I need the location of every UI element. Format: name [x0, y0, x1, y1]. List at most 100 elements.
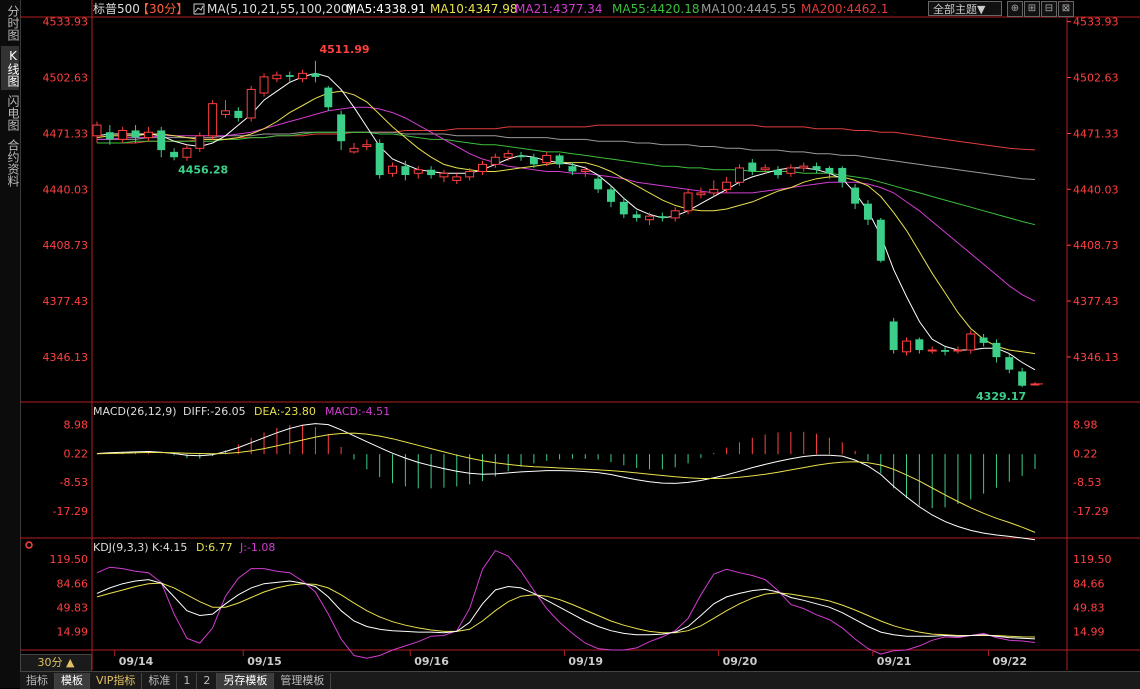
candle-body: [182, 147, 192, 158]
period-label: 【30分】: [137, 2, 188, 16]
candle: [915, 337, 924, 354]
ma-value-ma10: MA10:4347.98: [430, 2, 518, 16]
tab-flash[interactable]: 闪电图: [6, 95, 20, 131]
candle: [902, 337, 911, 356]
candlestick-series: [92, 60, 1040, 388]
annotation-label: 4329.17: [976, 390, 1026, 403]
bottom-tab-standard[interactable]: 标准: [142, 672, 178, 689]
zoom-in-icon[interactable]: ⊕: [1007, 1, 1023, 17]
indicator-settings-icon: [25, 541, 33, 549]
candle: [490, 153, 500, 168]
candle-body: [876, 219, 885, 261]
expand-icon[interactable]: ⊞: [1024, 1, 1040, 17]
chart-canvas[interactable]: 4533.93 4533.93 4502.63 4502.63 4471.33 4471.…: [0, 0, 1140, 670]
candle-body: [645, 215, 655, 221]
theme-select[interactable]: 全部主题▼: [928, 1, 1002, 16]
candle: [941, 346, 950, 356]
date-label: 09/15: [247, 655, 282, 668]
macd-tick-left: 8.98: [64, 419, 89, 432]
candle: [170, 148, 179, 161]
candle-body: [439, 172, 449, 178]
candle-body: [812, 166, 821, 170]
close-icon[interactable]: ⊠: [1058, 1, 1074, 17]
candle-body: [619, 201, 628, 215]
candle: [208, 100, 218, 140]
kdj-title: KDJ(9,3,3): [93, 541, 149, 554]
macd-tick-left: -8.53: [60, 476, 88, 489]
candle-body: [427, 169, 436, 176]
kdj-j-line: [96, 549, 1036, 659]
kdj-tick-left: 119.50: [50, 553, 89, 566]
candle: [876, 217, 885, 263]
candle: [401, 160, 410, 181]
tab-time-sharing[interactable]: 分时图: [6, 5, 20, 41]
candle: [748, 159, 757, 176]
kdj-tick-left: 14.99: [57, 625, 89, 638]
candle: [1005, 353, 1014, 374]
bottom-tab-save-template[interactable]: 另存模板: [217, 672, 275, 689]
candle: [311, 60, 320, 83]
shrink-icon[interactable]: ⊟: [1041, 1, 1057, 17]
bottom-tab-1[interactable]: 1: [177, 672, 198, 689]
candle: [221, 100, 230, 118]
candle: [580, 166, 590, 177]
candle-body: [889, 321, 898, 351]
candle-body: [208, 103, 218, 137]
macd-dea-value: DEA:-23.80: [254, 405, 316, 418]
candle: [105, 125, 114, 145]
date-label: 09/21: [877, 655, 912, 668]
kdj-k-value: K:4.15: [152, 541, 187, 554]
candle: [760, 164, 770, 174]
ma10-line: [96, 90, 1036, 355]
candle: [517, 151, 526, 161]
candle: [786, 164, 796, 177]
bottom-tab-template[interactable]: 模板: [55, 672, 90, 689]
candle-body: [734, 167, 744, 183]
candle-body: [992, 342, 1001, 358]
bottom-toolbar: 指标 模板 VIP指标 标准 1 2 另存模板 管理模板: [20, 671, 1140, 689]
candle: [953, 346, 963, 354]
candle-body: [580, 169, 590, 173]
kdj-tick-right: 84.66: [1073, 577, 1105, 590]
kdj-j-value: J:-1.08: [239, 541, 275, 554]
candle: [131, 125, 140, 143]
candle-body: [517, 155, 526, 158]
candle: [966, 330, 976, 354]
candle-body: [388, 165, 398, 174]
tab-kline[interactable]: K线图: [1, 46, 20, 90]
candle-body: [272, 74, 282, 80]
candle-body: [927, 349, 937, 352]
dea-line: [96, 432, 1036, 533]
price-tick-right: 4440.03: [1073, 183, 1119, 196]
price-tick-left: 4471.33: [43, 127, 89, 140]
ma-title: MA(5,10,21,55,100,200): [207, 2, 353, 16]
tab-contract-info[interactable]: 合约资料: [6, 139, 20, 187]
candle-body: [1018, 371, 1027, 386]
candle: [619, 198, 628, 218]
candle: [272, 71, 282, 83]
bottom-tab-2[interactable]: 2: [197, 672, 218, 689]
candle-body: [324, 87, 333, 108]
candle: [889, 317, 898, 354]
left-tab-bar: 分时图 K线图 闪电图 合约资料: [0, 0, 21, 688]
candle: [927, 346, 937, 354]
candle: [979, 333, 988, 347]
candle: [683, 189, 693, 215]
price-tick-left: 4346.13: [43, 351, 89, 364]
candle-body: [979, 337, 988, 343]
candle-body: [259, 76, 269, 94]
bottom-tab-indicator[interactable]: 指标: [20, 672, 55, 689]
date-label: 09/16: [414, 655, 449, 668]
ma-value-ma55: MA55:4420.18: [612, 2, 700, 16]
candle: [709, 180, 719, 197]
candle-body: [902, 340, 911, 353]
price-annotations: 4511.99 4456.28 4329.17: [178, 43, 1043, 403]
bottom-tab-vip-indicator[interactable]: VIP指标: [90, 672, 143, 689]
price-tick-right: 4377.43: [1073, 295, 1119, 308]
candle: [696, 187, 706, 199]
period-selector[interactable]: 30分 ▲: [20, 654, 92, 672]
candle: [375, 139, 384, 179]
candle-body: [709, 188, 719, 194]
ma-value-ma21: MA21:4377.34: [515, 2, 603, 16]
bottom-tab-manage-template[interactable]: 管理模板: [274, 672, 332, 689]
